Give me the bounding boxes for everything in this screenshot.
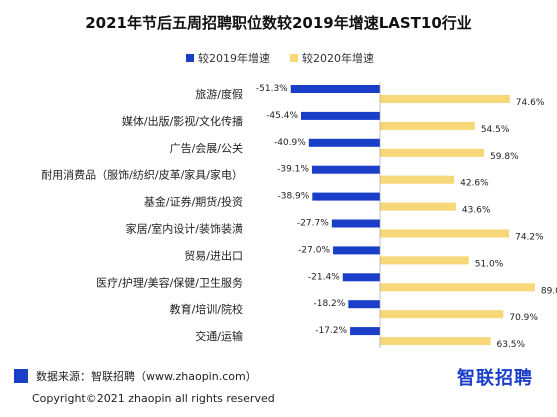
bar-2020: [380, 202, 456, 211]
data-label-2019: -45.4%: [266, 111, 298, 121]
bar-2019: [342, 273, 380, 282]
category-label: 交通/运输: [195, 329, 243, 343]
bar-2020: [380, 256, 469, 265]
category-label: 教育/培训/院校: [170, 302, 243, 316]
bar-2020: [380, 229, 510, 238]
data-label-2019: -38.9%: [277, 192, 309, 202]
data-source: 数据来源：智联招聘（www.zhaopin.com）: [14, 368, 257, 384]
bar-2019: [301, 111, 380, 120]
data-label-2020: 74.2%: [515, 233, 544, 243]
bar-2020: [380, 310, 504, 319]
category-label: 广告/会展/公关: [170, 141, 243, 155]
data-label-2020: 59.8%: [490, 152, 519, 162]
category-label: 耐用消费品（服饰/纺织/皮革/家具/家电）: [41, 168, 243, 182]
legend-swatch-2019: [186, 54, 194, 62]
data-label-2019: -51.3%: [256, 84, 288, 94]
source-text: 数据来源：智联招聘（www.zhaopin.com）: [36, 370, 257, 383]
bar-2019: [290, 85, 380, 93]
source-marker: [14, 369, 28, 383]
bar-2019: [331, 219, 380, 228]
data-label-2019: -27.7%: [297, 219, 329, 229]
data-label-2020: 51.0%: [475, 259, 504, 269]
data-label-2019: -39.1%: [277, 165, 309, 175]
category-label: 贸易/进出口: [184, 248, 243, 262]
category-label: 家居/室内设计/装饰装潢: [126, 222, 243, 236]
bar-2020: [380, 337, 491, 346]
bar-2019: [308, 138, 380, 147]
data-label-2020: 70.9%: [509, 313, 538, 323]
bar-2019: [333, 246, 380, 255]
zhaopin-logo: 智联招聘: [457, 368, 533, 389]
legend-swatch-2020: [290, 54, 298, 62]
bar-2019: [348, 300, 380, 309]
data-label-2020: 89.0%: [541, 286, 557, 296]
category-label: 媒体/出版/影视/文化传播: [122, 114, 243, 128]
bar-2019: [350, 327, 380, 336]
data-label-2019: -40.9%: [274, 138, 306, 148]
chart-title: 2021年节后五周招聘职位数较2019年增速LAST10行业: [85, 14, 472, 32]
data-label-2019: -18.2%: [313, 299, 345, 309]
bar-2020: [380, 95, 510, 103]
category-label: 旅游/度假: [195, 87, 243, 101]
legend-label-2020: 较2020年增速: [302, 52, 374, 65]
legend-label-2019: 较2019年增速: [198, 52, 270, 65]
category-label: 医疗/护理/美容/保健/卫生服务: [96, 275, 243, 289]
bar-2019: [312, 192, 380, 201]
legend-item-2019: 较2019年增速: [186, 50, 270, 66]
data-label-2020: 54.5%: [481, 125, 510, 135]
data-label-2019: -21.4%: [308, 272, 340, 282]
bar-2020: [380, 283, 535, 292]
bar-2020: [380, 121, 475, 130]
bar-2019: [311, 165, 380, 174]
data-label-2020: 43.6%: [462, 206, 491, 216]
data-label-2020: 74.6%: [516, 98, 545, 108]
data-label-2020: 63.5%: [496, 340, 525, 350]
bar-2020: [380, 175, 455, 184]
copyright-text: Copyright©2021 zhaopin all rights reserv…: [32, 392, 275, 405]
data-label-2020: 42.6%: [460, 179, 489, 189]
bar-2020: [380, 148, 485, 157]
legend-item-2020: 较2020年增速: [290, 50, 374, 66]
category-label: 基金/证券/期货/投资: [144, 195, 243, 209]
data-label-2019: -27.0%: [298, 245, 330, 255]
data-label-2019: -17.2%: [315, 326, 347, 336]
